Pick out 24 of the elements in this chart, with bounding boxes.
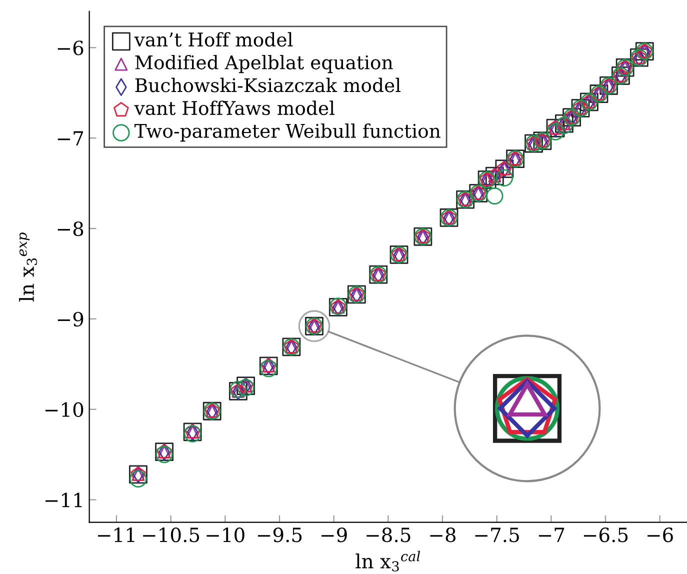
legend-label: vant HoffYaws model: [134, 100, 335, 116]
x-tick-label: −9: [322, 528, 347, 542]
y-tick-label: −8: [58, 221, 84, 236]
y-tick-label: −10: [45, 402, 84, 417]
x-tick-label: −11: [98, 528, 134, 542]
y-axis-title: ln x$_{3}$$^{exp}$: [19, 232, 38, 302]
legend-label: van’t Hoff model: [134, 32, 293, 47]
x-tick-label: −10.5: [143, 528, 200, 542]
x-tick-label: −6.5: [584, 528, 628, 542]
legend-label: Buchowski-Ksiazczak model: [135, 78, 401, 92]
legend-label: Modified Apelblat equation: [135, 54, 393, 74]
x-tick-label: −10: [206, 528, 244, 542]
x-tick-label: −9.5: [258, 528, 302, 542]
y-tick-label: −7: [58, 131, 84, 146]
y-tick-label: −9: [58, 312, 84, 327]
x-axis-title: ln x$_{3}$$^{cal}$: [356, 550, 420, 572]
y-tick-label: −6: [58, 40, 84, 56]
x-tick-label: −8.5: [366, 528, 410, 542]
legend-label: Two-parameter Weibull function: [134, 123, 440, 142]
x-tick-label: −7.5: [475, 528, 519, 542]
x-tick-label: −6: [648, 528, 673, 542]
y-tick-label: −11: [45, 492, 82, 508]
x-tick-label: −8: [430, 528, 456, 542]
x-tick-label: −7: [538, 528, 564, 542]
